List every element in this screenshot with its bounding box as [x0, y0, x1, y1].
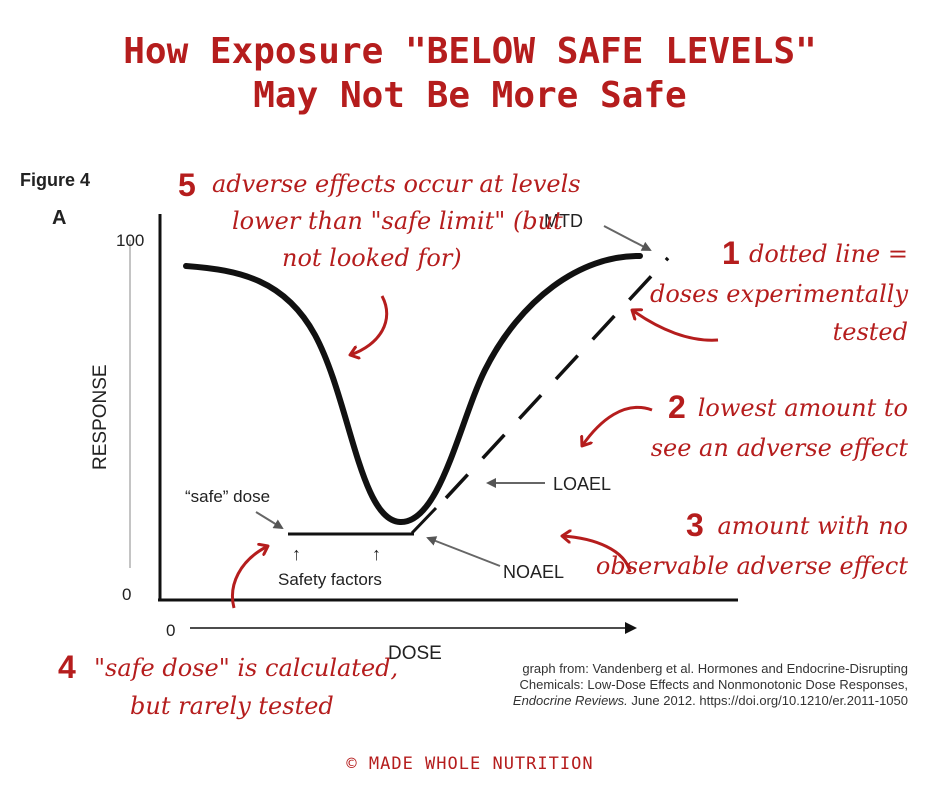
loael-label: LOAEL	[553, 474, 611, 494]
citation-line-3: Endocrine Reviews. June 2012. https://do…	[420, 693, 908, 709]
title-line-2: May Not Be More Safe	[253, 75, 687, 116]
noael-arrow	[426, 536, 501, 567]
nonmonotonic-curve	[183, 252, 643, 526]
citation-journal: Endocrine Reviews.	[512, 693, 628, 708]
mtd-arrow	[603, 225, 652, 251]
annotation-3-line-2: observable adverse effect	[596, 552, 908, 580]
annotation-5-line-1: adverse effects occur at levels	[212, 170, 581, 198]
annotation-3-arrow	[562, 536, 632, 573]
annotation-4-line-2: but rarely tested	[130, 692, 334, 720]
annotation-2-line-2: see an adverse effect	[651, 434, 909, 462]
figure-label: Figure 4	[20, 170, 90, 190]
safety-factor-arrow-1: ↑	[292, 544, 301, 564]
annotation-3-number: 3	[686, 507, 704, 543]
annotation-2-line-1: lowest amount to	[698, 394, 908, 422]
annotation-5-line-2: lower than "safe limit" (but	[232, 207, 563, 235]
annotation-3-line-1: amount with no	[717, 512, 908, 540]
footer-copyright: © MADE WHOLE NUTRITION	[346, 754, 594, 774]
panel-label: A	[52, 207, 66, 229]
safe-dose-label: “safe” dose	[185, 487, 270, 506]
citation-line-3-rest: June 2012. https://doi.org/10.1210/er.20…	[627, 693, 908, 708]
safety-factors-label: Safety factors	[278, 570, 382, 589]
mtd-label: MTD	[544, 211, 583, 231]
annotation-2-arrow	[582, 405, 653, 446]
x-axis-label: DOSE	[388, 643, 442, 664]
y-tick-100: 100	[116, 231, 144, 250]
safe-dose-arrow	[255, 511, 284, 530]
annotation-1-line-2: doses experimentally	[650, 280, 908, 308]
annotation-5-arrow	[350, 295, 389, 355]
monotonic-dashed-line	[444, 256, 670, 500]
annotation-1-line-3: tested	[833, 318, 908, 346]
page-title: How Exposure "BELOW SAFE LEVELS" May Not…	[0, 30, 940, 118]
citation: graph from: Vandenberg et al. Hormones a…	[420, 661, 908, 709]
citation-line-1: graph from: Vandenberg et al. Hormones a…	[522, 661, 908, 676]
noael-label: NOAEL	[503, 562, 564, 582]
noael-segment	[410, 506, 438, 535]
y-axis-label: RESPONSE	[90, 364, 111, 470]
annotation-4-number: 4	[58, 649, 76, 685]
x-tick-0: 0	[166, 621, 175, 640]
annotation-5-number: 5	[178, 167, 196, 203]
annotation-5-line-3: not looked for)	[282, 244, 462, 272]
safety-factor-arrow-2: ↑	[372, 544, 381, 564]
y-tick-0: 0	[122, 585, 131, 604]
annotation-2-number: 2	[668, 389, 686, 425]
citation-line-2: Chemicals: Low-Dose Effects and Nonmonot…	[519, 677, 908, 692]
title-line-1: How Exposure "BELOW SAFE LEVELS"	[123, 31, 817, 72]
annotation-4-arrow	[231, 546, 268, 609]
annotation-1-line-1: dotted line =	[749, 240, 908, 268]
annotation-1-arrow	[632, 310, 719, 342]
annotation-1-number: 1	[722, 235, 740, 271]
annotation-4-line-1: "safe dose" is calculated,	[94, 654, 398, 682]
